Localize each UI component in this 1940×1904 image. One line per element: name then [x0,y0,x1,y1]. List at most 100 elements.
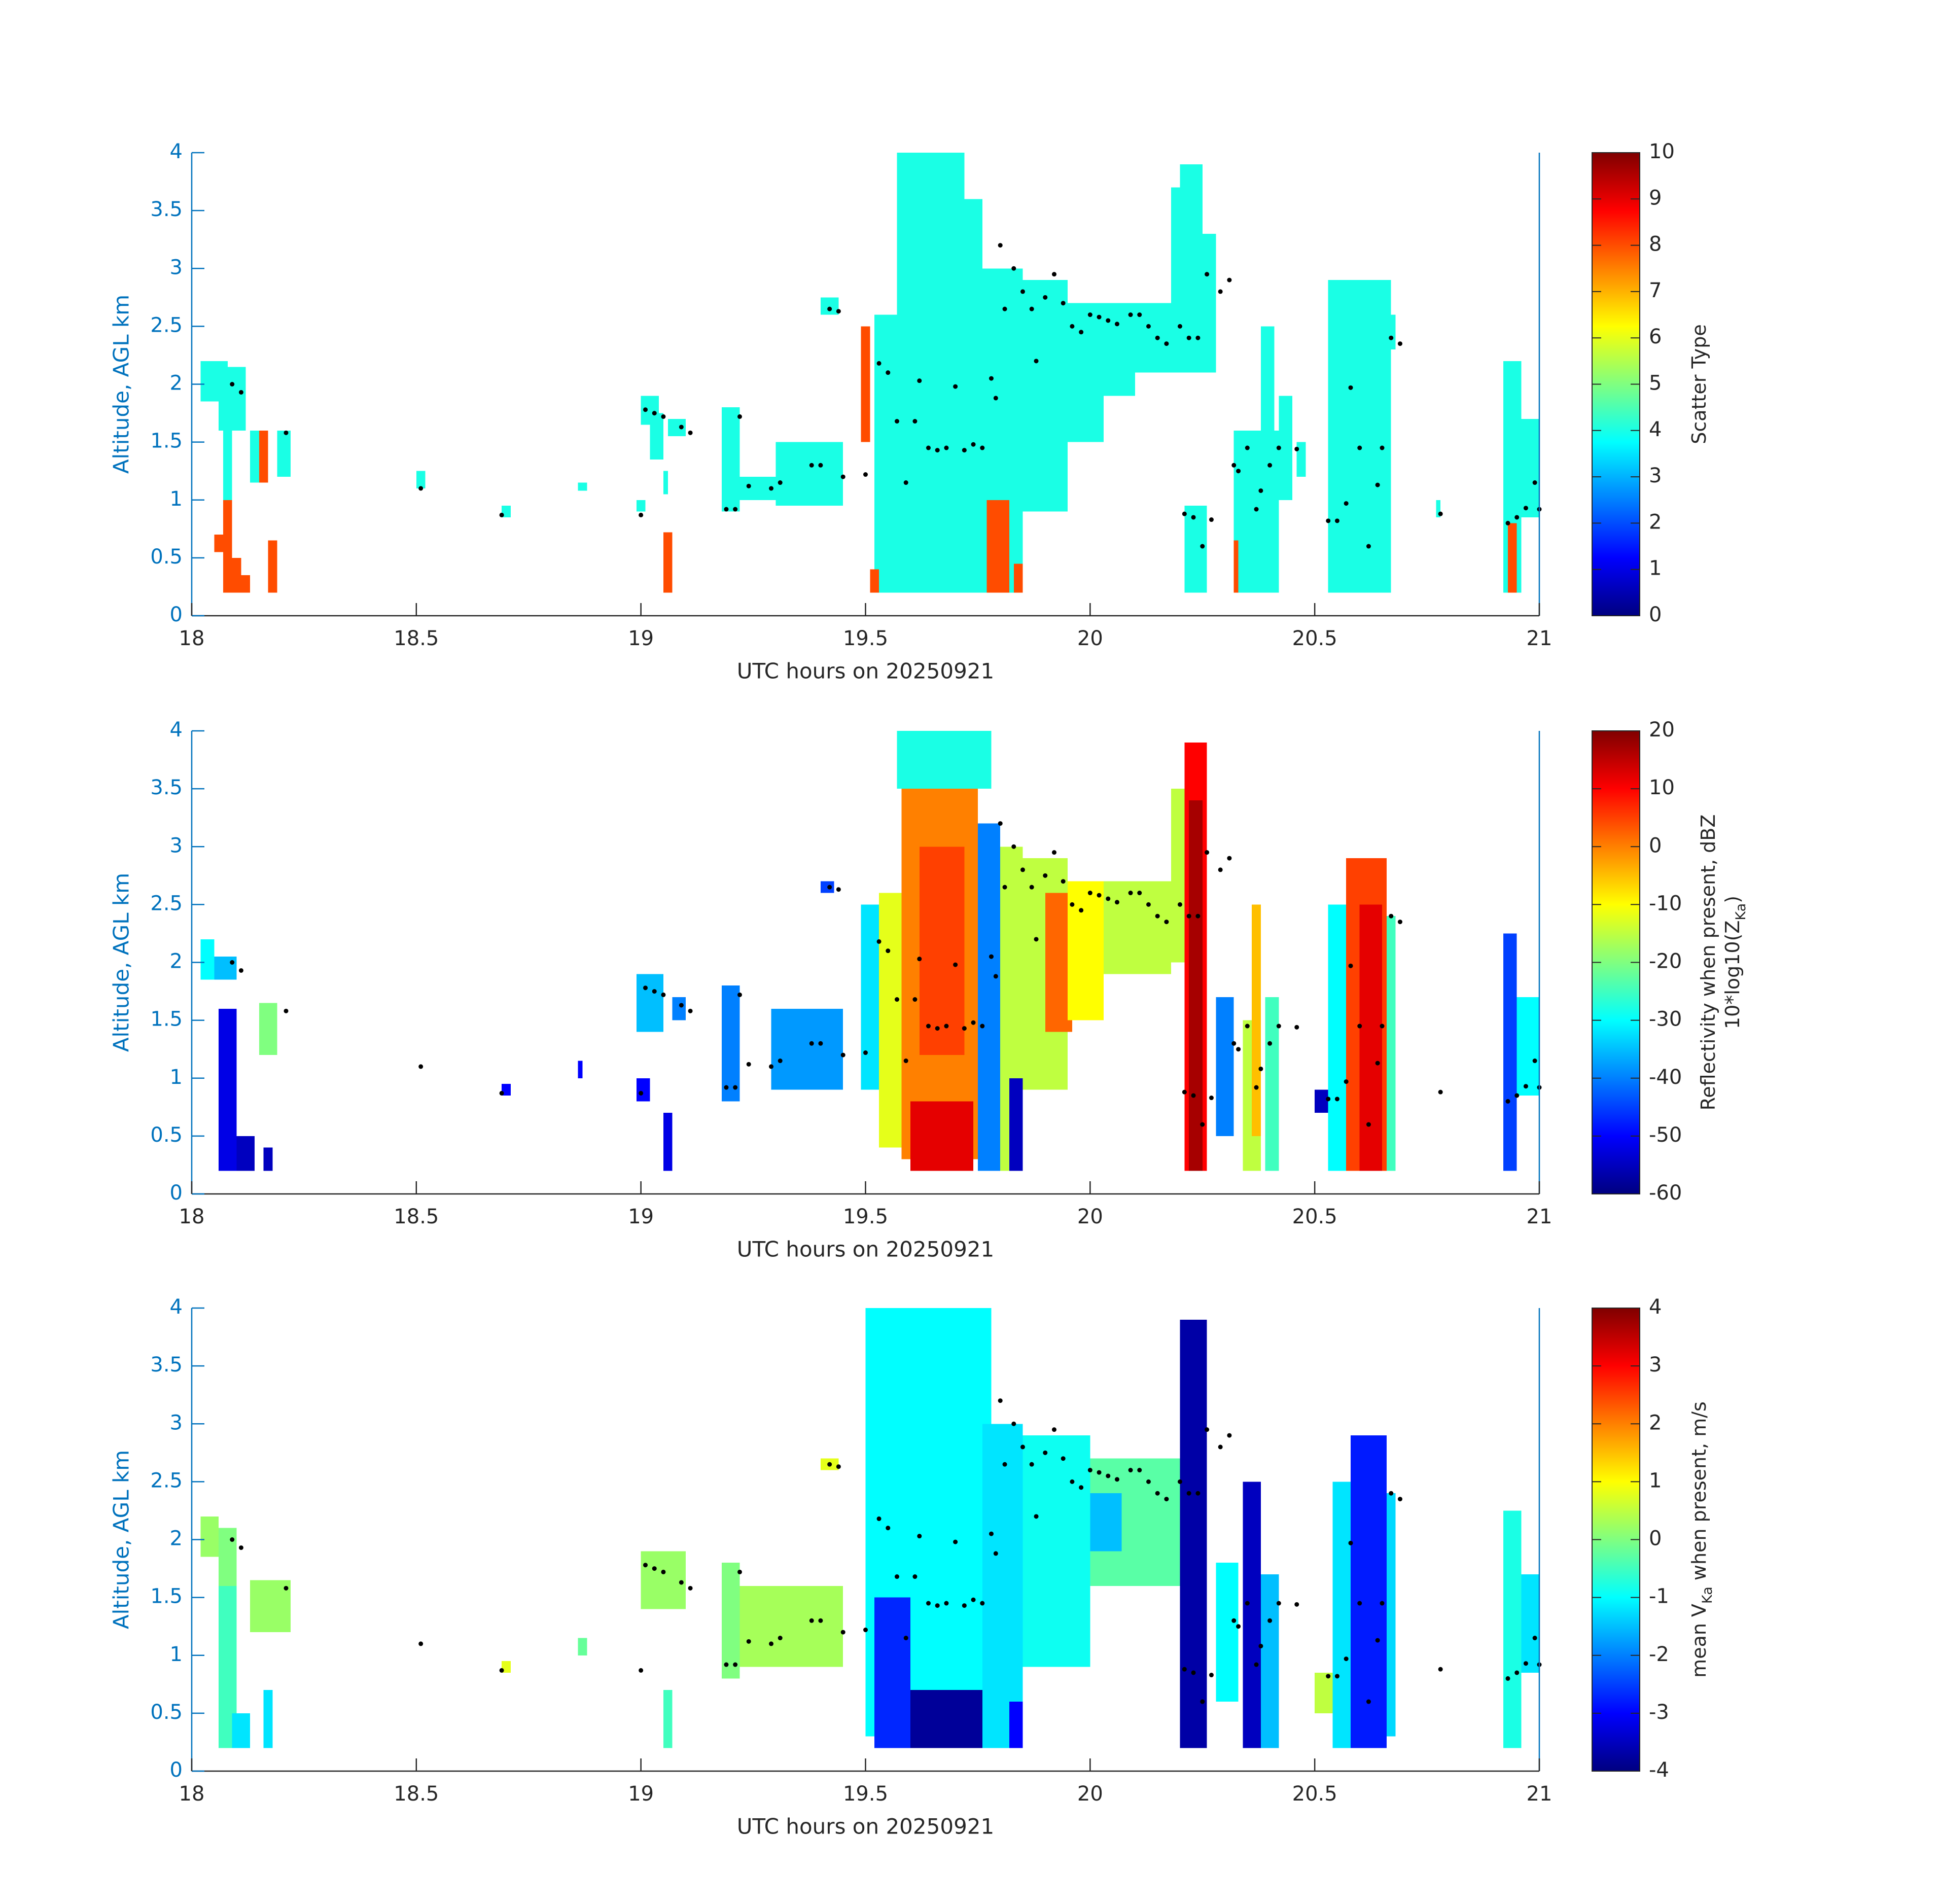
cell [964,199,982,315]
point [886,948,891,954]
cell [739,1585,843,1667]
cell [1260,326,1275,512]
point [778,1059,783,1064]
point [1294,1602,1299,1607]
y-tick-label: 1.5 [150,1008,183,1031]
point [818,1618,823,1623]
cell [1103,303,1135,396]
cell [1260,1574,1279,1748]
point [418,1064,424,1069]
colorbar-tick-label: 5 [1649,372,1662,395]
cell [241,575,251,593]
cell [232,1713,251,1748]
x-tick-label: 19.5 [843,627,888,650]
point [1366,1699,1371,1704]
point [1079,330,1084,335]
point [1348,1540,1353,1545]
point [840,474,845,479]
point [1079,1485,1084,1490]
point [1061,301,1066,306]
point [993,1551,998,1556]
point [733,1085,738,1090]
cell [1009,1702,1023,1748]
point [1514,1670,1520,1675]
point [863,472,868,477]
y-axis-label: Altitude, AGL km [109,873,134,1052]
colorbar-tick-label: -4 [1649,1758,1669,1782]
x-tick-label: 19 [628,627,654,650]
point [809,463,814,468]
colorbar-tick-label: 10 [1649,776,1675,799]
point [1245,1601,1250,1606]
colorbar-tick-label: 10 [1649,140,1675,163]
colorbar-tick-label: 0 [1649,834,1662,857]
point [1227,1433,1232,1438]
colorbar-tick-label: 1 [1649,557,1662,580]
point [661,992,666,997]
point [1029,1462,1034,1467]
point [1532,1636,1537,1641]
point [1438,511,1443,516]
cell [1503,933,1517,1171]
point [643,985,648,991]
point [1070,324,1075,329]
point [1182,511,1187,516]
point [840,1052,845,1057]
cell [1171,187,1203,373]
point [284,430,289,435]
point [1195,335,1201,340]
y-tick-label: 0.5 [150,1123,183,1147]
point [1334,1097,1339,1102]
point [643,1563,648,1568]
cell [223,500,232,593]
point [998,243,1003,248]
colorbar-tick-label: 8 [1649,233,1662,256]
point [1114,1477,1119,1482]
cell [1103,881,1171,974]
y-tick-label: 0 [170,1758,183,1782]
cell [879,893,902,1148]
point [1191,515,1196,520]
cell [870,569,879,593]
colorbar-tick-label: 7 [1649,279,1662,302]
y-tick-label: 2.5 [150,313,183,337]
point [809,1041,814,1046]
point [1070,902,1075,907]
x-tick-label: 20 [1077,627,1103,650]
point [1155,335,1160,340]
cell [1508,523,1517,593]
point [1227,277,1232,283]
point [284,1008,289,1013]
point [1514,1093,1520,1098]
point [1002,306,1007,311]
point [1186,335,1191,340]
point [1523,1084,1528,1089]
point [769,1064,774,1069]
point [1191,1093,1196,1098]
cell [1184,506,1207,593]
point [1029,306,1034,311]
y-axis-label: Altitude, AGL km [109,1450,134,1629]
point [1155,1491,1160,1496]
cell [219,1528,237,1586]
point [1236,1047,1241,1052]
point [1344,1656,1349,1662]
cell [1252,904,1261,1136]
cell [1386,916,1396,1171]
cell [650,413,663,460]
point [1258,488,1263,493]
point [1380,445,1385,450]
x-tick-label: 18.5 [394,627,439,650]
point [1146,324,1151,329]
point [230,382,235,386]
y-tick-label: 1.5 [150,1585,183,1608]
point [903,480,908,485]
point [1011,1421,1016,1426]
point [827,885,832,890]
point [1505,1676,1510,1681]
y-axis-label: Altitude, AGL km [109,295,134,474]
colorbar-tick-label: -40 [1649,1066,1682,1089]
point [1334,1674,1339,1679]
colorbar-tick-label: 1 [1649,1469,1662,1492]
y-tick-label: 3.5 [150,198,183,221]
